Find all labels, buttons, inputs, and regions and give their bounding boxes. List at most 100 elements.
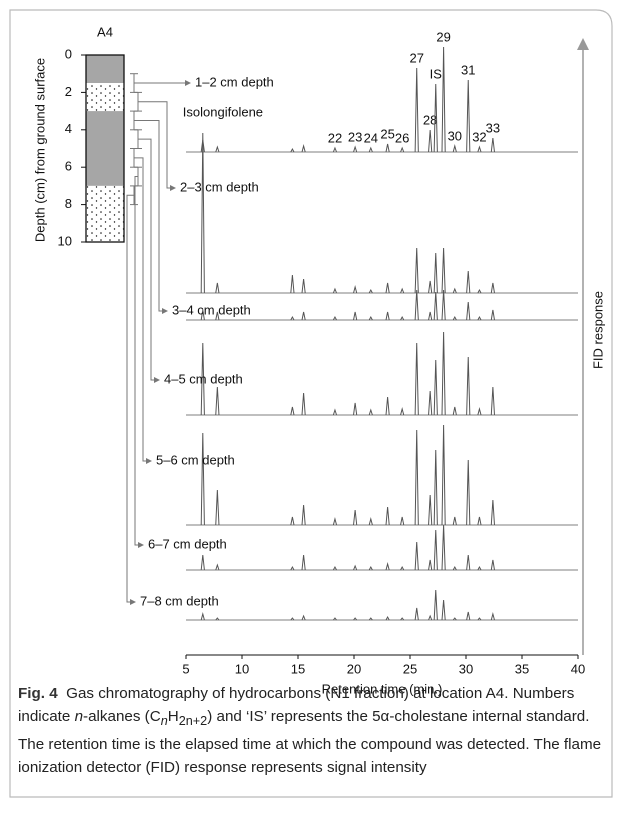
peak: [490, 612, 495, 621]
core-outline: [85, 54, 125, 243]
peak: [368, 408, 373, 416]
peak: [368, 565, 373, 571]
peak: [290, 147, 295, 153]
peak-label: 26: [395, 130, 409, 145]
depth-label: Depth (cm) from ground surface: [32, 58, 47, 242]
peak: [200, 432, 205, 526]
peak: [301, 311, 306, 321]
peak: [490, 386, 495, 416]
peak: [290, 516, 295, 526]
peak: [368, 288, 373, 294]
y-label: FID response: [590, 291, 605, 369]
depth-arrow: [134, 176, 143, 546]
peak: [466, 459, 471, 526]
peak: [301, 504, 306, 526]
peak: [332, 315, 338, 321]
peak: [385, 396, 390, 416]
peak: [332, 287, 338, 294]
peak: [477, 145, 482, 153]
depth-arrow: [134, 157, 151, 462]
core-layer: [86, 185, 124, 242]
caption-label: Fig. 4: [18, 685, 58, 702]
peak-label: 32: [472, 129, 486, 144]
caption-text: n: [74, 708, 84, 725]
peak: [332, 565, 338, 571]
peak-label: 25: [380, 126, 394, 141]
peak: [428, 129, 433, 153]
x-tick-label: 25: [403, 661, 417, 676]
core-layer: [86, 55, 124, 84]
depth-arrowhead: [146, 458, 152, 464]
peak-label: 24: [364, 130, 378, 145]
peak-label: 33: [486, 120, 500, 135]
series-label: 6–7 cm depth: [148, 536, 227, 551]
peak-label: 30: [448, 128, 462, 143]
peak: [385, 562, 390, 571]
peak: [414, 342, 419, 416]
peak: [353, 311, 358, 321]
depth-arrowhead: [130, 599, 136, 605]
peak: [400, 407, 405, 416]
peak: [490, 559, 495, 571]
peak: [215, 282, 220, 294]
series-label: 7–8 cm depth: [140, 593, 219, 608]
x-tick-label: 30: [459, 661, 473, 676]
depth-arrowhead: [170, 185, 176, 191]
peak: [414, 247, 419, 294]
series-label: 4–5 cm depth: [164, 371, 243, 386]
depth-arrow: [126, 194, 135, 603]
depth-arrowhead: [154, 377, 160, 383]
peak: [477, 315, 482, 321]
depth-arrow: [138, 101, 175, 189]
peak-label: 23: [348, 129, 362, 144]
peak: [332, 146, 338, 153]
peak: [428, 280, 433, 294]
peak: [452, 516, 457, 526]
peak: [200, 612, 205, 621]
peak: [477, 565, 482, 571]
depth-tick-label: 10: [58, 233, 72, 248]
depth-tick-label: 6: [65, 159, 72, 174]
peak: [452, 315, 457, 321]
peak: [466, 356, 471, 416]
depth-tick-label: 4: [65, 121, 72, 136]
depth-arrowhead: [185, 80, 191, 86]
peak-label: 29: [436, 29, 450, 44]
x-tick-label: 40: [571, 661, 585, 676]
depth-arrowhead: [138, 542, 144, 548]
peak: [452, 406, 457, 416]
peak: [414, 289, 419, 321]
peak: [452, 144, 457, 153]
peak: [441, 331, 446, 416]
peak: [215, 489, 220, 526]
peak: [215, 311, 220, 321]
depth-arrowhead: [162, 308, 168, 314]
peak-label: 22: [328, 130, 342, 145]
peak: [290, 406, 295, 416]
peak: [466, 79, 471, 153]
peak: [200, 309, 205, 321]
series-label: 2–3 cm depth: [180, 179, 259, 194]
peak: [353, 617, 358, 621]
peak: [301, 392, 306, 416]
peak: [433, 252, 438, 294]
peak: [368, 517, 373, 526]
series-label: 1–2 cm depth: [195, 74, 274, 89]
peak: [452, 565, 457, 571]
frame: [9, 9, 613, 798]
peak: [353, 285, 358, 294]
peak-label: 28: [423, 112, 437, 127]
peak: [290, 274, 295, 294]
peak: [301, 554, 306, 571]
depth-tick-label: 8: [65, 196, 72, 211]
depth-tick-label: 2: [65, 84, 72, 99]
peak: [428, 614, 433, 621]
peak: [490, 282, 495, 294]
peak: [428, 390, 433, 416]
peak: [428, 494, 433, 526]
x-tick-label: 35: [515, 661, 529, 676]
x-tick-label: 15: [291, 661, 305, 676]
caption-text: 2n+2: [178, 714, 208, 729]
